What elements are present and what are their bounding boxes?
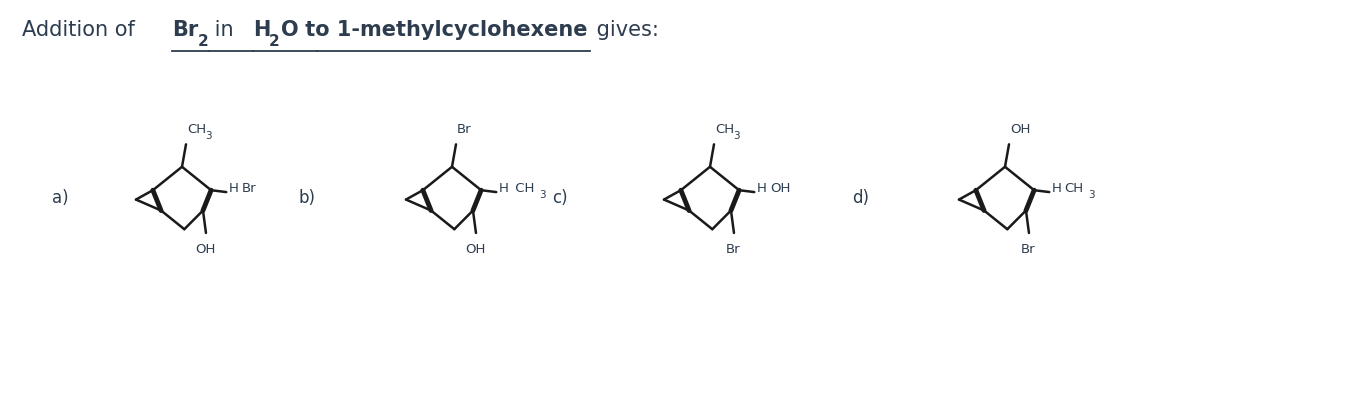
Text: a): a) [52, 189, 68, 207]
Text: 3: 3 [734, 131, 740, 141]
Text: 3: 3 [206, 131, 212, 141]
Text: H: H [756, 182, 767, 195]
Text: CH: CH [1064, 182, 1083, 195]
Text: in: in [208, 20, 241, 40]
Text: 3: 3 [1088, 190, 1095, 200]
Text: Br: Br [242, 182, 256, 195]
Text: CH: CH [187, 123, 206, 136]
Text: 2: 2 [197, 34, 208, 49]
Text: 3: 3 [539, 190, 546, 200]
Text: CH: CH [511, 182, 534, 195]
Text: OH: OH [1011, 123, 1031, 136]
Text: Br: Br [1020, 243, 1035, 256]
Text: c): c) [552, 189, 568, 207]
Text: 2: 2 [268, 34, 279, 49]
Text: d): d) [853, 189, 869, 207]
Text: OH: OH [195, 243, 215, 256]
Text: H: H [498, 182, 508, 195]
Text: Br: Br [726, 243, 741, 256]
Text: gives:: gives: [590, 20, 659, 40]
Text: O: O [281, 20, 298, 40]
Text: to 1-methylcyclohexene: to 1-methylcyclohexene [298, 20, 587, 40]
Text: Br: Br [172, 20, 199, 40]
Text: b): b) [298, 189, 315, 207]
Text: H: H [229, 182, 238, 195]
Text: Br: Br [458, 123, 471, 136]
Text: OH: OH [770, 182, 790, 195]
Text: CH: CH [715, 123, 734, 136]
Text: Addition of: Addition of [22, 20, 142, 40]
Text: H: H [1051, 182, 1061, 195]
Text: OH: OH [464, 243, 485, 256]
Text: H: H [253, 20, 271, 40]
